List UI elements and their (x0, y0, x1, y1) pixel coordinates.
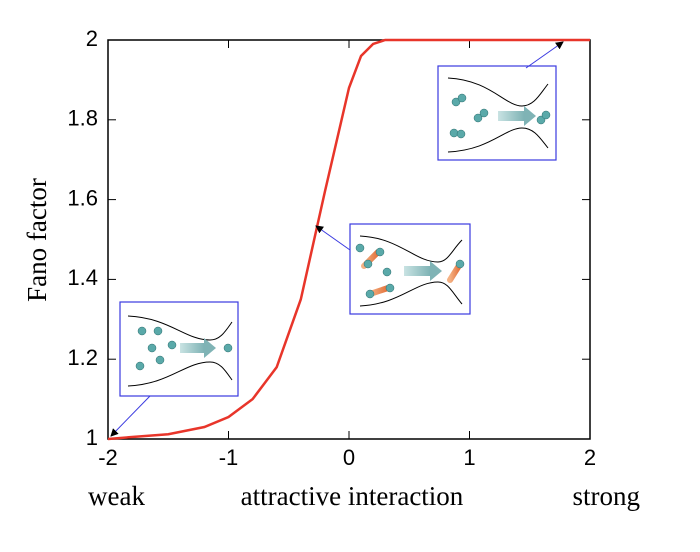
data-line (107, 38, 590, 441)
y-tick-label: 1.8 (67, 106, 98, 131)
x-tick-label: 0 (343, 445, 355, 470)
x-tick-label: -2 (98, 445, 118, 470)
y-tick-label: 1.6 (67, 185, 98, 210)
y-axis-label: Fano factor (22, 178, 52, 302)
x-axis-label: attractive interaction (241, 481, 464, 511)
x-tick-label: 2 (584, 445, 596, 470)
x-tick-label: 1 (463, 445, 475, 470)
inset-strong (437, 41, 564, 161)
x-tick-label: -1 (219, 445, 239, 470)
inset-weak (110, 301, 239, 437)
y-tick-label: 2 (86, 26, 98, 51)
y-tick-label: 1.4 (67, 265, 98, 290)
y-tick-label: 1 (86, 425, 98, 450)
x-axis-label-weak: weak (88, 481, 145, 511)
y-tick-label: 1.2 (67, 345, 98, 370)
x-axis-label-strong: strong (573, 481, 641, 511)
inset-mid (315, 223, 471, 315)
